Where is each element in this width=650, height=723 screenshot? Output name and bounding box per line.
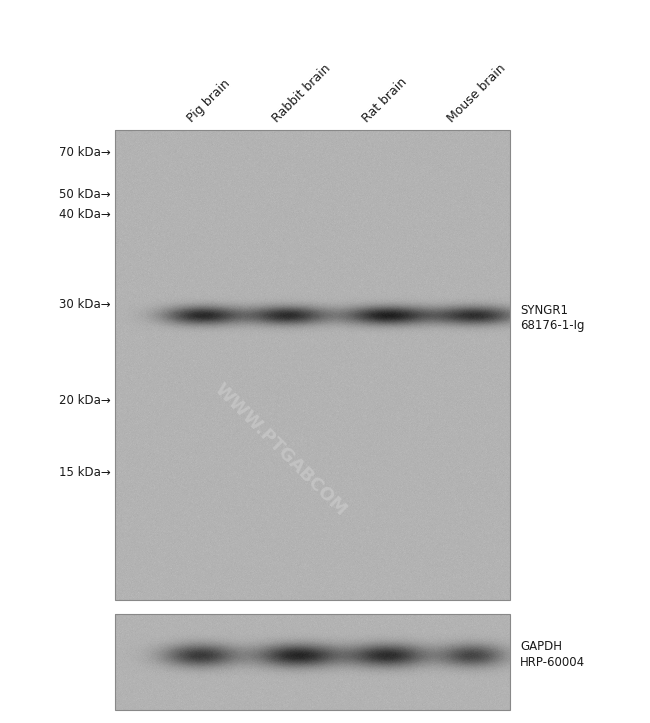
Text: Rat brain: Rat brain <box>360 75 410 125</box>
Text: 15 kDa→: 15 kDa→ <box>59 466 111 479</box>
Text: 30 kDa→: 30 kDa→ <box>59 299 111 312</box>
Text: WWW.PTGABCOM: WWW.PTGABCOM <box>210 380 350 520</box>
Text: 50 kDa→: 50 kDa→ <box>59 189 111 202</box>
Text: GAPDH
HRP-60004: GAPDH HRP-60004 <box>520 641 585 669</box>
Text: Rabbit brain: Rabbit brain <box>270 61 333 125</box>
Text: Pig brain: Pig brain <box>185 77 233 125</box>
Text: 70 kDa→: 70 kDa→ <box>59 145 111 158</box>
Bar <box>115 614 510 710</box>
Text: SYNGR1
68176-1-Ig: SYNGR1 68176-1-Ig <box>520 304 584 333</box>
Bar <box>115 130 510 600</box>
Text: Mouse brain: Mouse brain <box>445 61 508 125</box>
Text: 40 kDa→: 40 kDa→ <box>59 208 111 221</box>
Text: 20 kDa→: 20 kDa→ <box>59 393 111 406</box>
